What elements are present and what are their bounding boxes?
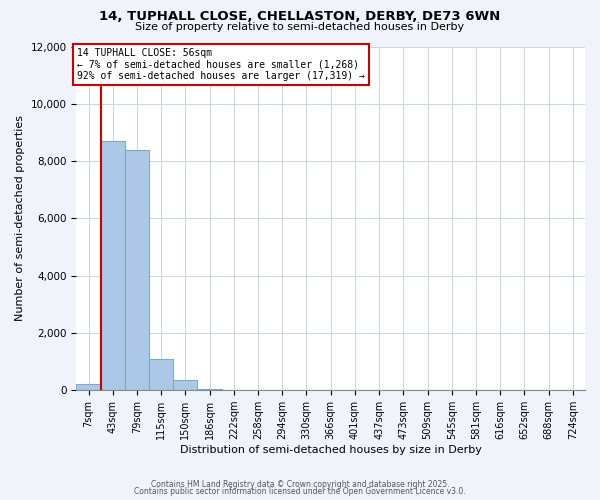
Text: 14, TUPHALL CLOSE, CHELLASTON, DERBY, DE73 6WN: 14, TUPHALL CLOSE, CHELLASTON, DERBY, DE…	[100, 10, 500, 23]
X-axis label: Distribution of semi-detached houses by size in Derby: Distribution of semi-detached houses by …	[180, 445, 482, 455]
Text: Contains HM Land Registry data © Crown copyright and database right 2025.: Contains HM Land Registry data © Crown c…	[151, 480, 449, 489]
Y-axis label: Number of semi-detached properties: Number of semi-detached properties	[15, 116, 25, 322]
Bar	[125, 150, 149, 390]
Bar	[101, 141, 125, 390]
Bar	[76, 384, 101, 390]
Bar	[197, 389, 222, 390]
Bar	[173, 380, 197, 390]
Text: 14 TUPHALL CLOSE: 56sqm
← 7% of semi-detached houses are smaller (1,268)
92% of : 14 TUPHALL CLOSE: 56sqm ← 7% of semi-det…	[77, 48, 365, 81]
Text: Size of property relative to semi-detached houses in Derby: Size of property relative to semi-detach…	[136, 22, 464, 32]
Text: Contains public sector information licensed under the Open Government Licence v3: Contains public sector information licen…	[134, 487, 466, 496]
Bar	[149, 358, 173, 390]
